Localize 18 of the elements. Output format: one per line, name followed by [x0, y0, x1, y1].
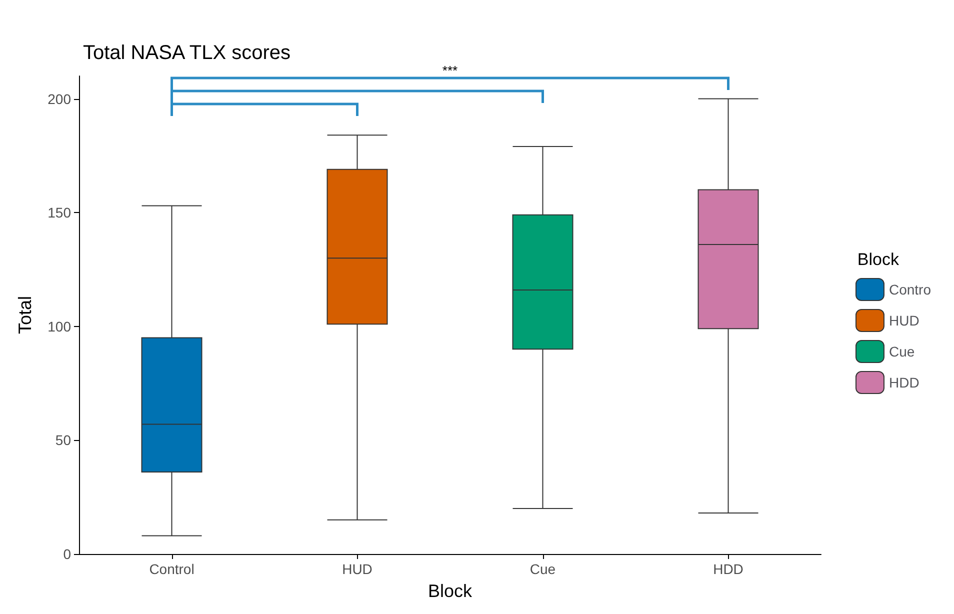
legend-label: HDD: [888, 374, 920, 390]
y-tick-label: 100: [48, 318, 72, 334]
legend-label: HUD: [888, 312, 920, 328]
y-tick-label: 0: [63, 546, 72, 562]
x-axis-title: Block: [428, 581, 474, 601]
legend-title: Block: [857, 250, 900, 269]
y-tick-label: 200: [48, 90, 72, 107]
y-tick-label: 50: [55, 432, 72, 448]
x-tick-label: Control: [149, 561, 194, 577]
y-axis-title: Total: [15, 296, 35, 334]
legend-label: Cue: [888, 344, 915, 360]
y-tick-label: 150: [48, 204, 72, 221]
x-tick-label: HUD: [342, 561, 372, 577]
x-tick-label: Cue: [530, 561, 556, 577]
annotation: ***: [442, 63, 458, 78]
legend-label: Contro: [888, 282, 932, 298]
chart-title: Total NASA TLX scores: [83, 42, 290, 64]
x-tick-label: HDD: [713, 561, 744, 577]
